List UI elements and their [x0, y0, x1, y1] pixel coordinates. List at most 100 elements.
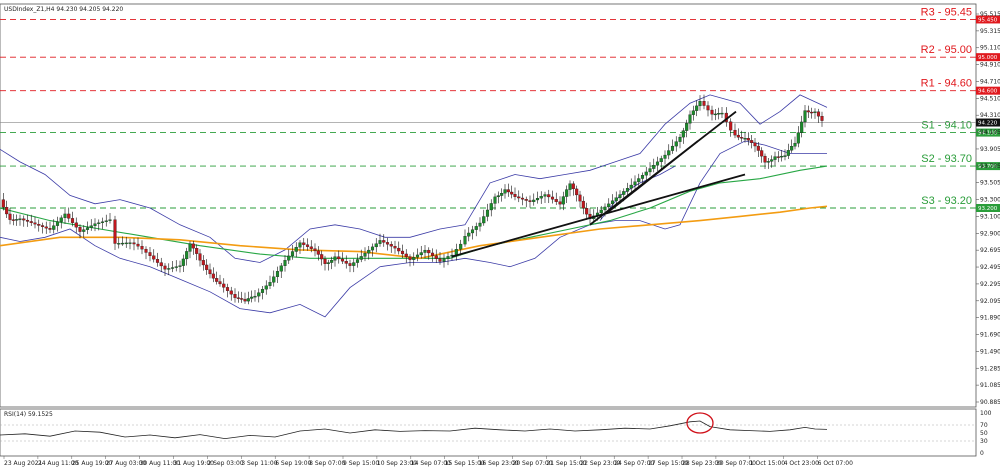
bull-candle [355, 259, 360, 263]
bull-candle [485, 209, 490, 217]
bear-candle [729, 121, 733, 131]
x-tick-label: 25 Aug 19:00 [72, 460, 113, 467]
bear-candle [74, 222, 78, 228]
x-tick-label: 2 Sep 03:00 [207, 460, 243, 467]
bear-candle [733, 129, 737, 136]
bull-candle [117, 243, 121, 245]
level-price-tag [976, 86, 1000, 95]
x-tick-label: 30 Sep 07:00 [716, 460, 756, 467]
bull-candle [298, 242, 302, 248]
bear-candle [144, 248, 148, 253]
bull-candle [283, 260, 287, 266]
y-tick-label: 94.510 [980, 95, 1000, 102]
level-price-tag-text: 94.100 [978, 131, 998, 137]
bull-candle [489, 203, 493, 211]
current-price-tag-text: 94.220 [978, 121, 998, 127]
bull-candle [359, 256, 363, 260]
bear-candle [389, 244, 393, 247]
level-price-tag [976, 15, 1000, 24]
bear-candle [229, 290, 233, 295]
bear-candle [554, 199, 558, 202]
bear-candle [48, 228, 52, 230]
bull-candle [374, 243, 378, 248]
rsi-label: RSI(14) 59.1525 [4, 411, 53, 418]
bear-candle [427, 249, 431, 254]
x-tick-label: 9 Sep 15:00 [343, 460, 379, 467]
bull-candle [670, 145, 675, 151]
bear-candle [776, 156, 780, 158]
bear-candle [140, 246, 144, 250]
y-tick-label: 95.315 [980, 28, 1000, 35]
bull-candle [786, 150, 790, 156]
x-tick-label: 24 Aug 11:00 [38, 460, 79, 467]
bear-candle [215, 278, 219, 282]
bull-candle [561, 196, 565, 205]
bear-candle [385, 242, 390, 245]
bear-candle [344, 261, 348, 264]
bull-candle [565, 189, 569, 197]
y-tick-label: 91.285 [980, 365, 1000, 372]
x-tick-label: 8 Sep 07:00 [309, 460, 345, 467]
bull-candle [264, 285, 268, 290]
y-tick-label: 90.885 [980, 399, 1000, 406]
bull-candle [268, 282, 272, 286]
y-tick-label: 93.505 [980, 180, 1000, 187]
bull-candle [82, 229, 86, 232]
bull-candle [272, 276, 276, 283]
bull-candle [688, 114, 692, 124]
bull-candle [124, 242, 128, 245]
level-price-tag-text: 94.600 [978, 89, 998, 95]
bull-candle [250, 296, 254, 299]
symbol-info: USDIndex_Z1,H4 94.230 94.205 94.220 [4, 6, 123, 13]
bear-candle [558, 201, 562, 205]
level-price-tag [976, 204, 1000, 212]
x-tick-label: 20 Sep 07:00 [513, 460, 553, 467]
bear-candle [236, 297, 240, 299]
bear-candle [323, 258, 327, 264]
y-tick-label: 91.690 [980, 332, 1000, 339]
trendlines [451, 110, 746, 258]
bear-candle [340, 258, 345, 262]
x-tick-label: 24 Sep 07:00 [614, 460, 654, 467]
level-price-tag [976, 128, 1000, 137]
bear-candle [225, 287, 230, 291]
bear-candle [408, 256, 412, 260]
level-label: S3 - 93.20 [921, 195, 972, 207]
bear-candle [763, 155, 767, 163]
bear-candle [517, 196, 521, 199]
bull-candle [678, 136, 682, 142]
bull-candle [287, 255, 291, 261]
y-tick-label: 91.490 [980, 348, 1000, 355]
bear-candle [320, 254, 324, 260]
bear-candle [746, 138, 750, 141]
bull-candle [52, 225, 56, 230]
bull-candle [108, 219, 112, 221]
y-tick-label: 93.905 [980, 146, 1000, 153]
x-tick-label: 6 Oct 07:00 [818, 460, 853, 467]
bull-candle [275, 271, 280, 277]
bear-candle [195, 248, 199, 254]
bear-candle [25, 219, 30, 222]
y-tick-label: 92.900 [980, 230, 1000, 237]
rsi-tick-label: 100 [980, 410, 992, 417]
bull-candle [618, 194, 622, 198]
rsi-tick-label: 0 [980, 450, 984, 457]
bull-candle [178, 265, 182, 267]
bull-candle [63, 213, 67, 218]
bull-candle [363, 253, 367, 257]
bull-candle [610, 200, 615, 205]
bull-candle [246, 298, 250, 302]
bull-candle [478, 222, 482, 227]
bull-candle [713, 113, 717, 116]
bull-candle [625, 188, 630, 192]
bear-candle [337, 256, 341, 260]
bear-candle [382, 240, 386, 243]
bull-candle [97, 222, 101, 224]
bear-candle [740, 137, 744, 139]
bear-candle [524, 199, 528, 201]
bull-candle [367, 249, 371, 254]
level-price-tag-text: 93.200 [978, 206, 998, 212]
